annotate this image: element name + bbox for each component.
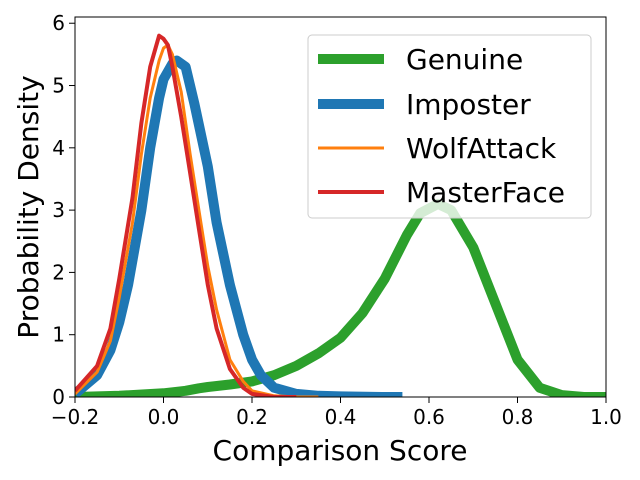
x-tick-label: 0.8 <box>502 405 534 429</box>
y-tick-label: 4 <box>52 136 65 160</box>
y-tick-label: 2 <box>52 260 65 284</box>
y-axis: 0 1 2 3 4 5 6 <box>52 11 75 409</box>
series-line-imposter <box>75 55 403 397</box>
series-layer <box>75 33 606 397</box>
legend-box <box>307 34 592 219</box>
legend-label-imposter: Imposter <box>406 88 531 121</box>
x-tick-label: 0.2 <box>236 405 268 429</box>
y-tick-label: 1 <box>52 323 65 347</box>
y-axis-label: Probability Density <box>12 75 45 338</box>
legend: Genuine Imposter WolfAttack MasterFace <box>307 34 592 219</box>
legend-label-wolfattack: WolfAttack <box>406 132 557 165</box>
x-tick-label: 0.6 <box>413 405 445 429</box>
x-axis-label: Comparison Score <box>213 434 468 467</box>
y-tick-label: 5 <box>52 74 65 98</box>
x-tick-label: 1.0 <box>590 405 622 429</box>
x-tick-label: −0.2 <box>51 405 100 429</box>
x-tick-label: 0.4 <box>325 405 357 429</box>
y-tick-label: 6 <box>52 11 65 35</box>
series-line-genuine <box>75 198 606 397</box>
series-line-masterface <box>75 33 297 397</box>
legend-label-masterface: MasterFace <box>406 176 565 209</box>
legend-label-genuine: Genuine <box>406 43 523 76</box>
x-axis: −0.2 0.0 0.2 0.4 0.6 0.8 1.0 <box>51 397 622 429</box>
series-line-wolfattack <box>75 43 319 397</box>
y-tick-label: 3 <box>52 198 65 222</box>
x-tick-label: 0.0 <box>148 405 180 429</box>
y-tick-label: 0 <box>52 385 65 409</box>
